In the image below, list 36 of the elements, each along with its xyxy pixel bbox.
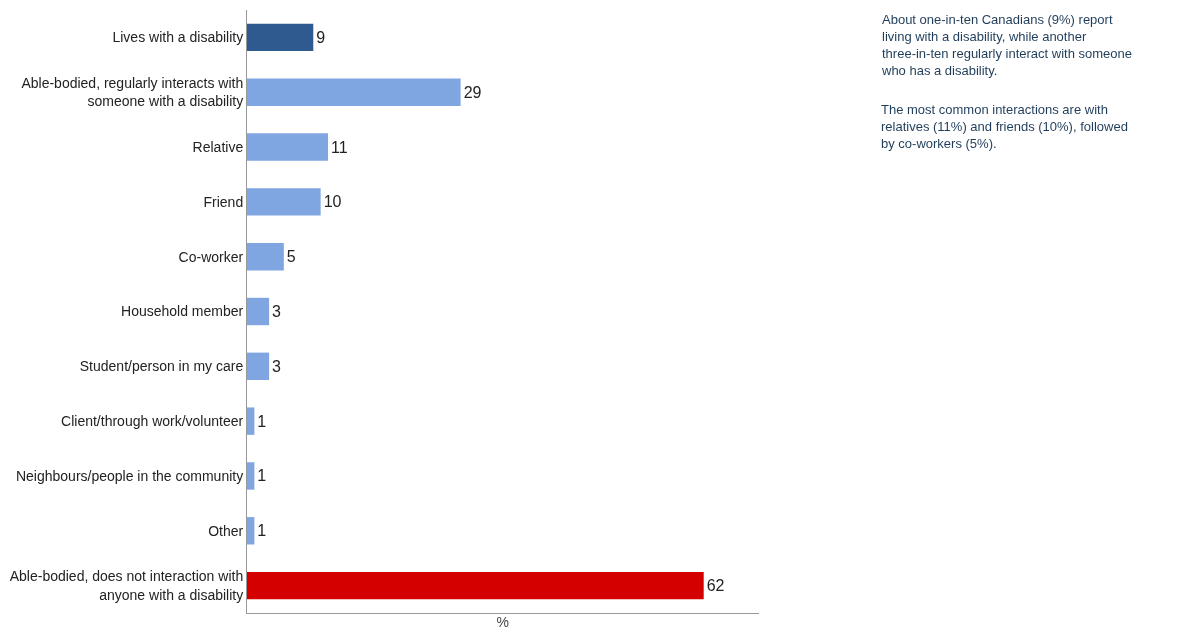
y-tick-label: Lives with a disability [112, 29, 244, 46]
data-label: 1 [257, 522, 267, 540]
y-tick-label: Able-bodied, does not interaction with anyone with a disability [9, 568, 244, 603]
y-tick-label: Neighbours/people in the community [15, 467, 244, 484]
data-label: 1 [257, 412, 267, 430]
bar [247, 23, 314, 52]
bar [247, 188, 321, 216]
bar [247, 571, 704, 600]
data-label: 1 [257, 467, 267, 485]
y-tick-label: Able-bodied, regularly interacts with someone with a disability [21, 75, 244, 110]
bar [247, 462, 255, 490]
data-label: 9 [316, 28, 326, 46]
y-tick-label: Co-worker [178, 248, 244, 265]
data-label: 3 [272, 357, 282, 375]
data-label: 62 [706, 577, 725, 595]
bar [247, 242, 284, 271]
data-label: 3 [272, 303, 282, 320]
x-axis-title: % [496, 614, 509, 631]
bar [247, 133, 329, 161]
bar [247, 407, 255, 435]
bar [247, 517, 255, 545]
data-label: 11 [331, 138, 348, 156]
y-tick-label: Household member [121, 303, 244, 320]
y-tick-label: Friend [203, 193, 244, 210]
data-label: 10 [323, 193, 342, 211]
y-tick-label: Other [208, 522, 244, 539]
bar [247, 352, 270, 381]
text: The most common interactions are with relatives (11%) and friends (10%), followed by co-workers (5%). [881, 102, 1128, 151]
bar [247, 78, 461, 106]
y-tick-label: Client/through work/volunteer [61, 413, 244, 430]
y-tick-label: Student/person in my care [79, 358, 244, 375]
bar [247, 297, 270, 326]
y-tick-label: Relative [192, 138, 244, 155]
data-label: 5 [286, 248, 296, 266]
data-label: 29 [463, 83, 482, 101]
text: About one-in-ten Canadians (9%) report living with a disability, while another three-in-ten regularly interact with someone who has a disability. [881, 12, 1133, 78]
